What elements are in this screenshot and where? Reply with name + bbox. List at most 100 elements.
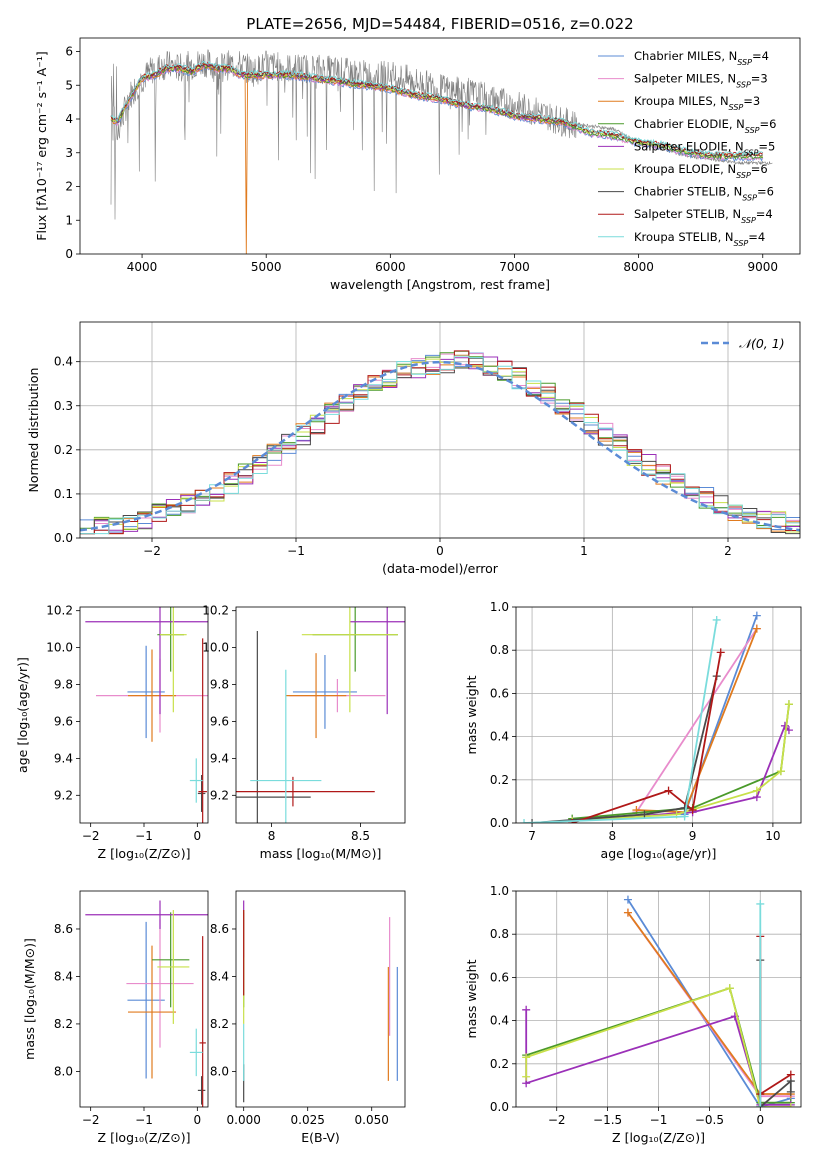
x-axis-label: mass [log₁₀(M/M⊙)] <box>260 846 382 861</box>
legend-label-sub: SSP <box>737 58 752 67</box>
legend-label-suffix: =5 <box>758 139 775 153</box>
y-tick-label: 9.4 <box>54 751 73 765</box>
x-tick-label: −2 <box>82 1113 100 1127</box>
y-tick-label: 0 <box>65 247 73 261</box>
x-tick-label: 8 <box>609 829 617 843</box>
weight-marker <box>756 1103 765 1107</box>
x-axis-label: Z [log₁₀(Z/Z⊙)] <box>98 1130 191 1145</box>
legend-label-suffix: =6 <box>751 162 768 176</box>
axes-frame <box>79 890 209 1108</box>
x-axis-label: age [log₁₀(age/yr)] <box>601 846 717 861</box>
x-tick-label: 5000 <box>251 260 282 274</box>
axes-frame <box>79 37 801 255</box>
weight-marker <box>640 810 649 819</box>
x-tick-label: 2 <box>724 544 732 558</box>
y-tick-label: 8.0 <box>210 1064 229 1078</box>
y-tick-label: 0.0 <box>490 816 509 830</box>
y-tick-label: 0.2 <box>490 773 509 787</box>
y-tick-label: 9.8 <box>210 678 229 692</box>
legend-label-sub: SSP <box>745 125 760 134</box>
legend-label-suffix: =6 <box>760 117 777 131</box>
axes-frame <box>79 606 209 824</box>
y-tick-label: 0.0 <box>490 1100 509 1114</box>
x-tick-label: −2 <box>143 544 161 558</box>
x-tick-label: 0 <box>194 829 202 843</box>
plot-spectrum: 4000 5000 6000 7000 8000 9000 0 1 2 3 4 5 6 wavelengt… <box>34 37 801 292</box>
axes-frame <box>515 606 802 824</box>
y-tick-label: 3 <box>65 146 73 160</box>
x-axis-label: Z [log₁₀(Z/Z⊙)] <box>98 846 191 861</box>
y-tick-label: 0.1 <box>54 487 73 501</box>
y-tick-label: 8.6 <box>54 922 73 936</box>
legend-label-sub: SSP <box>729 103 744 112</box>
y-tick-label: 0.2 <box>54 443 73 457</box>
weight-marker <box>756 899 765 908</box>
x-tick-label: 0.025 <box>291 1113 325 1127</box>
x-tick-label: 9000 <box>747 260 778 274</box>
spectrum-model-line <box>110 60 764 157</box>
x-tick-label: 6000 <box>375 260 406 274</box>
y-tick-label: 1 <box>65 213 73 227</box>
y-tick-label: 6 <box>65 45 73 59</box>
plot-age_vs_mass: 8 8.5 9.2 9.4 9.6 9.8 10.0 10.2 mass [log₁₀(M/M⊙… <box>202 604 406 861</box>
y-tick-label: 0.8 <box>490 927 509 941</box>
y-axis-label: Flux [fλ10⁻¹⁷ erg cm⁻² s⁻¹ A⁻¹] <box>34 51 49 240</box>
axes-frame <box>515 890 802 1108</box>
legend-label: Chabrier STELIB, NSSP=6 <box>634 185 774 203</box>
x-tick-label: 1 <box>580 544 588 558</box>
y-tick-label: 1.0 <box>490 884 509 898</box>
plot-mass_vs_Z: −2 −1 0 8.0 8.2 8.4 8.6 Z [log₁₀(Z/Z⊙)] mass [lo… <box>22 890 209 1145</box>
y-tick-label: 0.6 <box>490 686 509 700</box>
x-tick-label: −2 <box>82 829 100 843</box>
x-tick-label: −1 <box>135 829 153 843</box>
legend-label: Kroupa STELIB, NSSP=4 <box>634 230 765 248</box>
y-tick-label: 9.2 <box>210 788 229 802</box>
x-tick-label: −1.5 <box>593 1113 622 1127</box>
axes-frame <box>235 606 406 824</box>
legend-label-sub: SSP <box>744 148 759 157</box>
weight-marker <box>786 1087 795 1096</box>
x-tick-label: 9 <box>689 829 697 843</box>
y-tick-label: 4 <box>65 112 73 126</box>
legend-label: Salpeter MILES, NSSP=3 <box>634 72 768 90</box>
x-tick-label: 7 <box>528 829 536 843</box>
y-tick-label: 10.2 <box>46 604 73 618</box>
plot-area <box>516 607 801 823</box>
x-tick-label: 0 <box>436 544 444 558</box>
y-tick-label: 8.4 <box>54 969 73 983</box>
x-tick-label: 4000 <box>127 260 158 274</box>
axes-frame <box>79 321 801 539</box>
x-tick-label: 7000 <box>499 260 530 274</box>
plot-area <box>236 607 405 823</box>
weight-marker <box>712 615 721 624</box>
legend-label-suffix: =4 <box>748 230 765 244</box>
weight-marker <box>528 819 537 823</box>
x-axis-label: (data-model)/error <box>382 561 499 576</box>
plot-mass_vs_EBV: 0.000 0.025 0.050 8.0 8.2 8.4 8.6 E(B-V) <box>210 890 406 1145</box>
y-tick-label: 0.4 <box>54 355 73 369</box>
plot-residuals: −2 −1 0 1 2 0.0 0.1 0.2 0.3 0.4 (data-model)/error… <box>26 321 801 576</box>
weight-line <box>532 675 718 823</box>
plot-area <box>85 900 208 1107</box>
y-tick-label: 10.0 <box>46 641 73 655</box>
legend-label: 𝒩(0, 1) <box>739 336 785 351</box>
y-tick-label: 1.0 <box>490 600 509 614</box>
y-tick-label: 10.0 <box>202 641 229 655</box>
legend-label-sub: SSP <box>734 238 749 247</box>
y-tick-label: 9.6 <box>210 714 229 728</box>
plot-area <box>110 49 773 254</box>
legend-label: Salpeter ELODIE, NSSP=5 <box>634 139 775 157</box>
weight-marker <box>522 1053 531 1062</box>
x-tick-label: 0.050 <box>355 1113 389 1127</box>
weight-marker <box>623 895 632 904</box>
weight-marker <box>784 700 793 709</box>
weight-marker <box>786 1103 795 1107</box>
weight-marker <box>776 767 785 776</box>
y-axis-label: Normed distribution <box>26 368 41 493</box>
weight-line <box>572 704 790 820</box>
weight-marker <box>780 721 789 730</box>
x-tick-label: −2 <box>548 1113 566 1127</box>
legend-label-suffix: =4 <box>752 49 769 63</box>
x-axis-label: wavelength [Angstrom, rest frame] <box>330 277 550 292</box>
